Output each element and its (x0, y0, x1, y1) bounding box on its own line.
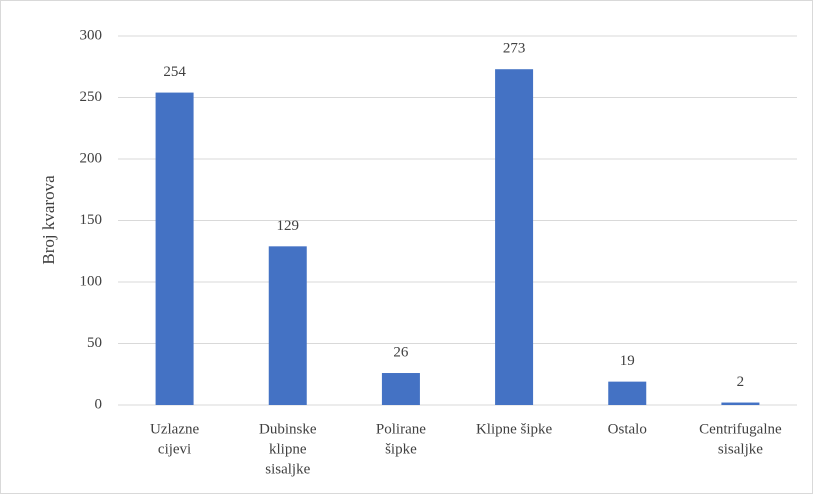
y-axis-label: Broj kvarova (39, 175, 58, 265)
value-label: 2 (737, 374, 745, 390)
value-label: 273 (503, 41, 526, 57)
y-tick-label: 300 (80, 27, 103, 43)
y-tick-label: 200 (80, 150, 103, 166)
bar (495, 69, 534, 406)
bar (721, 402, 760, 405)
x-tick-label: klipne (269, 441, 307, 457)
x-tick-label: Uzlazne (150, 421, 199, 437)
x-tick-label: Centrifugalne (699, 421, 782, 437)
x-tick-label: cijevi (158, 441, 191, 457)
x-tick-label: sisaljke (265, 461, 310, 477)
value-label: 19 (620, 353, 635, 369)
y-tick-label: 50 (87, 335, 102, 351)
value-label: 254 (163, 64, 186, 80)
bar (381, 373, 420, 405)
x-tick-label: sisaljke (718, 441, 763, 457)
x-tick-label: Ostalo (608, 421, 647, 437)
bar (608, 381, 647, 405)
y-tick-label: 250 (80, 89, 103, 105)
bar (268, 246, 307, 405)
bar (155, 92, 194, 405)
y-tick-label: 150 (80, 212, 103, 228)
x-tick-label: Dubinske (259, 421, 317, 437)
x-tick-label: Klipne šipke (476, 421, 553, 437)
value-label: 26 (393, 344, 409, 360)
y-tick-label: 100 (80, 273, 103, 289)
y-tick-label: 0 (95, 396, 103, 412)
x-tick-label: šipke (385, 441, 417, 457)
value-label: 129 (277, 218, 300, 234)
x-tick-label: Polirane (376, 421, 426, 437)
